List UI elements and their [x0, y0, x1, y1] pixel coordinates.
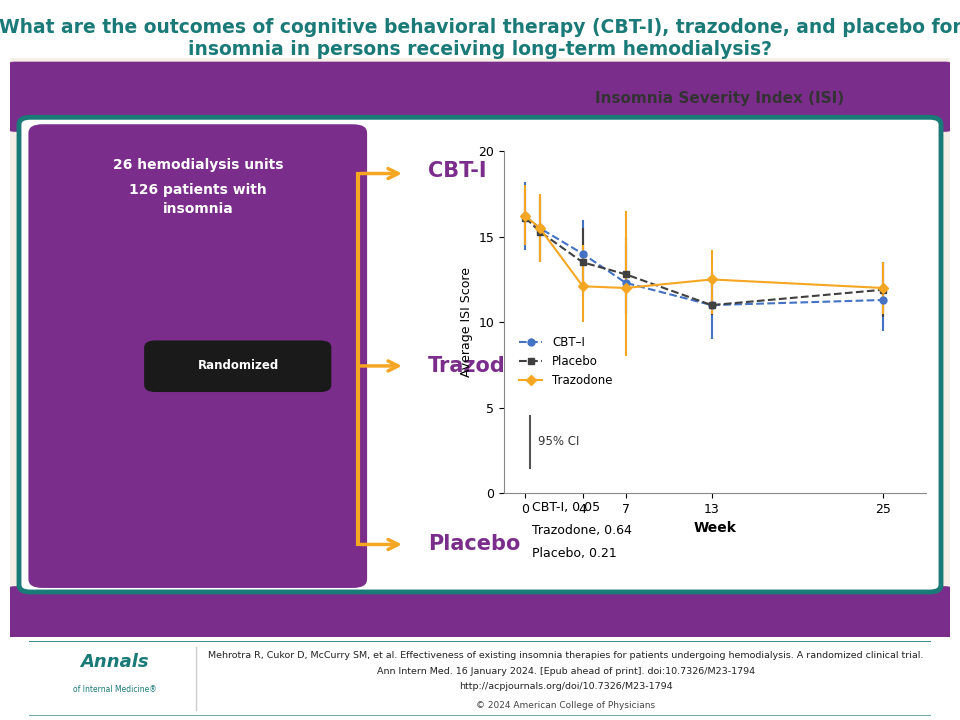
FancyBboxPatch shape — [7, 62, 953, 132]
Text: Annualized incidence rate of serious
cardiovascular events:: Annualized incidence rate of serious car… — [513, 449, 769, 479]
Text: of Internal Medicine®: of Internal Medicine® — [73, 685, 156, 693]
Text: http://acpjournals.org/doi/10.7326/M23-1794: http://acpjournals.org/doi/10.7326/M23-1… — [459, 682, 673, 690]
Legend: CBT–I, Placebo, Trazodone: CBT–I, Placebo, Trazodone — [515, 331, 617, 392]
Y-axis label: Average ISI Score: Average ISI Score — [460, 267, 473, 377]
Text: Mehrotra R, Cukor D, McCurry SM, et al. Effectiveness of existing insomnia thera: Mehrotra R, Cukor D, McCurry SM, et al. … — [208, 652, 924, 660]
Text: Placebo, 0.21: Placebo, 0.21 — [532, 547, 616, 560]
FancyBboxPatch shape — [11, 641, 949, 716]
Text: Randomized: Randomized — [198, 359, 278, 372]
Text: Trazodone: Trazodone — [428, 356, 549, 376]
Text: 26 hemodialysis units: 26 hemodialysis units — [112, 158, 283, 172]
FancyBboxPatch shape — [19, 117, 941, 592]
Text: 95% CI: 95% CI — [539, 436, 580, 449]
Text: 126 patients with
insomnia: 126 patients with insomnia — [129, 183, 267, 216]
Text: CBT-I: CBT-I — [428, 161, 487, 181]
Text: Insomnia Severity Index (ISI): Insomnia Severity Index (ISI) — [595, 91, 845, 106]
FancyBboxPatch shape — [0, 49, 960, 646]
FancyBboxPatch shape — [29, 125, 367, 588]
Text: Annals: Annals — [81, 653, 149, 671]
Text: CBT-I, 0.05: CBT-I, 0.05 — [532, 501, 600, 514]
Text: What are the outcomes of cognitive behavioral therapy (CBT-I), trazodone, and pl: What are the outcomes of cognitive behav… — [0, 18, 960, 37]
Text: insomnia in persons receiving long-term hemodialysis?: insomnia in persons receiving long-term … — [188, 40, 772, 58]
Text: © 2024 American College of Physicians: © 2024 American College of Physicians — [476, 701, 656, 711]
Text: Ann Intern Med. 16 January 2024. [Epub ahead of print]. doi:10.7326/M23-1794: Ann Intern Med. 16 January 2024. [Epub a… — [376, 667, 755, 675]
X-axis label: Week: Week — [694, 521, 736, 536]
Text: Placebo: Placebo — [428, 534, 520, 554]
Text: Trazodone, 0.64: Trazodone, 0.64 — [532, 524, 632, 537]
FancyBboxPatch shape — [7, 586, 953, 639]
FancyBboxPatch shape — [144, 341, 331, 392]
